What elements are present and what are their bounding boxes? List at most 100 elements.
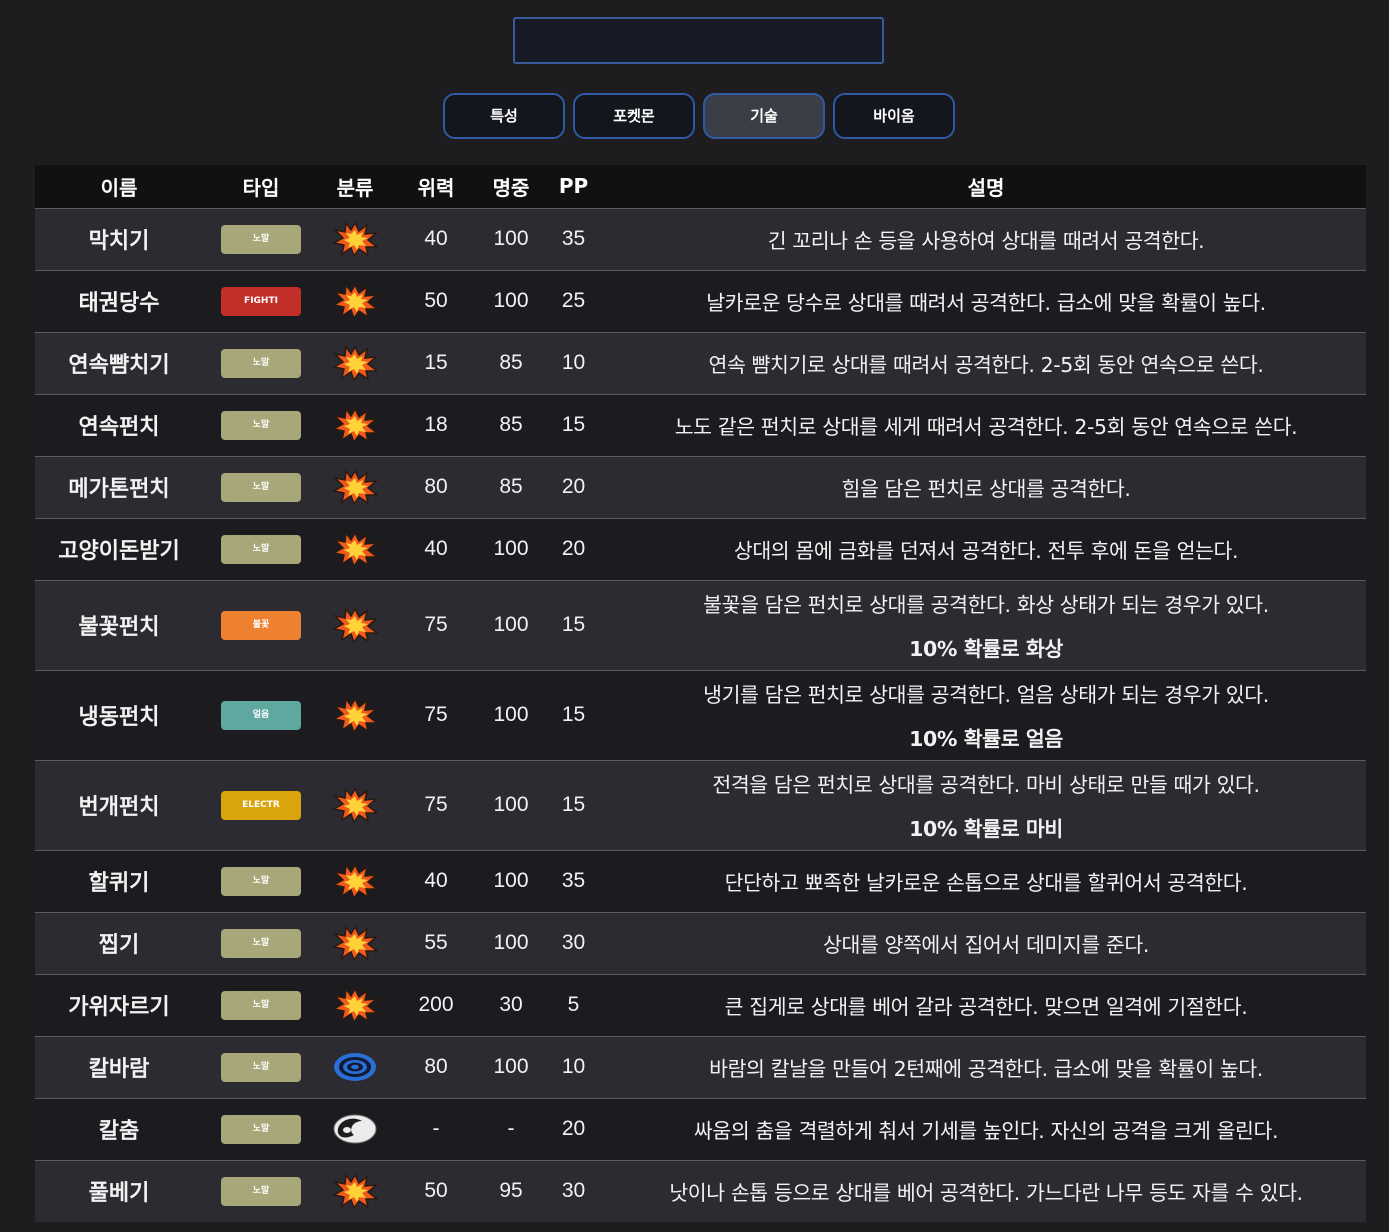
col-header-power[interactable]: 위력 xyxy=(417,175,455,200)
tab-moves[interactable]: 기술 xyxy=(703,93,825,139)
table-row[interactable]: 칼바람 노말 80 100 10 바람의 칼날을 만들어 2턴째에 공격한다. 급소에 맞… xyxy=(35,1036,1366,1098)
move-name: 가위자르기 xyxy=(68,995,170,1020)
physical-move-icon xyxy=(332,531,378,567)
move-pp: 15 xyxy=(561,793,586,816)
move-effect: 10% 확률로 화상 xyxy=(909,637,1063,661)
move-accuracy: 85 xyxy=(499,413,523,436)
type-cell: 노말 xyxy=(203,1098,319,1160)
table-header-row: 이름 타입 분류 위력 명중 PP 설명 xyxy=(35,165,1366,208)
move-accuracy: 95 xyxy=(499,1179,523,1203)
type-cell: FIGHTI xyxy=(203,270,319,332)
type-cell: 노말 xyxy=(203,1160,319,1222)
move-description: 전격을 담은 펀치로 상대를 공격한다. 마비 상태로 만들 때가 있다. xyxy=(712,773,1260,797)
type-badge: 노말 xyxy=(221,866,301,896)
move-pp: 20 xyxy=(561,1117,586,1140)
move-description: 긴 꼬리나 손 등을 사용하여 상대를 때려서 공격한다. xyxy=(767,229,1205,253)
col-header-name[interactable]: 이름 xyxy=(100,175,138,200)
table-row[interactable]: 냉동펀치 얼음 75 100 15 냉기를 담은 펀치로 상대를 공격한다. 얼음 상태가… xyxy=(35,670,1366,760)
move-pp: 20 xyxy=(561,537,586,560)
physical-move-icon xyxy=(332,283,378,319)
move-accuracy: 100 xyxy=(493,1055,529,1078)
category-cell xyxy=(319,580,391,670)
moves-table-body: 막치기 노말 40 100 35 긴 꼬리나 손 등을 사용하여 상대를 때려서 공격한다… xyxy=(35,208,1366,1222)
move-description: 날카로운 당수로 상대를 때려서 공격한다. 급소에 맞을 확률이 높다. xyxy=(706,291,1266,315)
move-accuracy: 100 xyxy=(493,289,529,312)
table-row[interactable]: 가위자르기 노말 200 30 5 큰 집게로 상대를 베어 갈라 공격한다. 맞으면 일… xyxy=(35,974,1366,1036)
table-row[interactable]: 찝기 노말 55 100 30 상대를 양쪽에서 집어서 데미지를 준다. xyxy=(35,912,1366,974)
col-header-type[interactable]: 타입 xyxy=(242,175,280,200)
search-input[interactable] xyxy=(513,17,884,64)
move-power: - xyxy=(432,1117,440,1140)
category-cell xyxy=(319,850,391,912)
move-accuracy: 85 xyxy=(499,475,523,498)
tab-abilities[interactable]: 특성 xyxy=(443,93,565,139)
type-badge: 노말 xyxy=(221,990,301,1020)
move-power: 50 xyxy=(424,289,448,312)
category-cell xyxy=(319,518,391,580)
table-row[interactable]: 연속뺨치기 노말 15 85 10 연속 뺨치기로 상대를 때려서 공격한다. 2-5회 … xyxy=(35,332,1366,394)
move-accuracy: 100 xyxy=(493,869,529,892)
table-row[interactable]: 칼춤 노말 - - 20 싸움의 춤을 격렬하게 춰서 기세를 높인다. 자신의 공격을 … xyxy=(35,1098,1366,1160)
move-pp: 35 xyxy=(561,227,586,250)
move-pp: 5 xyxy=(567,993,580,1016)
table-row[interactable]: 번개펀치 ELECTR 75 100 15 전격을 담은 펀치로 상대를 공격한다. 마비… xyxy=(35,760,1366,850)
table-row[interactable]: 고양이돈받기 노말 40 100 20 상대의 몸에 금화를 던져서 공격한다. 전투 후… xyxy=(35,518,1366,580)
col-header-pp[interactable]: PP xyxy=(558,174,589,199)
category-cell xyxy=(319,208,391,270)
tab-biomes[interactable]: 바이옴 xyxy=(833,93,955,139)
move-description: 바람의 칼날을 만들어 2턴째에 공격한다. 급소에 맞을 확률이 높다. xyxy=(709,1057,1263,1081)
move-accuracy: 100 xyxy=(493,227,529,250)
move-power: 75 xyxy=(424,793,448,816)
move-pp: 30 xyxy=(561,931,586,954)
type-badge: 노말 xyxy=(221,1114,301,1144)
move-description-cell: 낫이나 손톱 등으로 상대를 베어 공격한다. 가느다란 나무 등도 자를 수 … xyxy=(606,1160,1366,1222)
type-badge: 노말 xyxy=(221,348,301,378)
move-description: 불꽃을 담은 펀치로 상대를 공격한다. 화상 상태가 되는 경우가 있다. xyxy=(703,593,1269,617)
physical-move-icon xyxy=(332,697,378,733)
move-name: 고양이돈받기 xyxy=(58,539,180,564)
table-row[interactable]: 막치기 노말 40 100 35 긴 꼬리나 손 등을 사용하여 상대를 때려서 공격한다… xyxy=(35,208,1366,270)
type-cell: 노말 xyxy=(203,912,319,974)
move-name: 불꽃펀치 xyxy=(78,615,160,640)
category-cell xyxy=(319,1160,391,1222)
type-badge: 노말 xyxy=(221,928,301,958)
move-description-cell: 노도 같은 펀치로 상대를 세게 때려서 공격한다. 2-5회 동안 연속으로 … xyxy=(606,394,1366,456)
move-pp: 30 xyxy=(561,1179,586,1203)
col-header-accuracy[interactable]: 명중 xyxy=(492,175,530,200)
move-description: 낫이나 손톱 등으로 상대를 베어 공격한다. 가느다란 나무 등도 자를 수 … xyxy=(669,1181,1303,1206)
col-header-category[interactable]: 분류 xyxy=(336,175,374,200)
move-description-cell: 단단하고 뾰족한 날카로운 손톱으로 상대를 할퀴어서 공격한다. xyxy=(606,850,1366,912)
move-pp: 15 xyxy=(561,613,586,636)
type-cell: 노말 xyxy=(203,974,319,1036)
type-cell: ELECTR xyxy=(203,760,319,850)
col-header-description[interactable]: 설명 xyxy=(967,175,1005,200)
table-row[interactable]: 불꽃펀치 불꽃 75 100 15 불꽃을 담은 펀치로 상대를 공격한다. 화상 상태가… xyxy=(35,580,1366,670)
tab-pokemon[interactable]: 포켓몬 xyxy=(573,93,695,139)
move-power: 200 xyxy=(418,993,454,1016)
type-cell: 불꽃 xyxy=(203,580,319,670)
type-badge: 노말 xyxy=(221,1052,301,1082)
move-description-cell: 날카로운 당수로 상대를 때려서 공격한다. 급소에 맞을 확률이 높다. xyxy=(606,270,1366,332)
move-power: 40 xyxy=(424,537,448,560)
move-accuracy: 100 xyxy=(493,613,529,636)
move-description-cell: 힘을 담은 펀치로 상대를 공격한다. xyxy=(606,456,1366,518)
move-power: 55 xyxy=(424,931,448,954)
table-row[interactable]: 연속펀치 노말 18 85 15 노도 같은 펀치로 상대를 세게 때려서 공격한다. 2… xyxy=(35,394,1366,456)
table-row[interactable]: 풀베기 노말 50 95 30 낫이나 손톱 등으로 상대를 베어 공격한다. 가느다란 … xyxy=(35,1160,1366,1222)
move-pp: 15 xyxy=(561,413,586,436)
type-cell: 노말 xyxy=(203,332,319,394)
move-description-cell: 싸움의 춤을 격렬하게 춰서 기세를 높인다. 자신의 공격을 크게 올린다. xyxy=(606,1098,1366,1160)
physical-move-icon xyxy=(332,987,378,1023)
table-row[interactable]: 태권당수 FIGHTI 50 100 25 날카로운 당수로 상대를 때려서 공격한다. … xyxy=(35,270,1366,332)
move-power: 40 xyxy=(424,227,448,250)
move-description: 노도 같은 펀치로 상대를 세게 때려서 공격한다. 2-5회 동안 연속으로 … xyxy=(674,415,1298,439)
move-power: 80 xyxy=(424,1055,448,1078)
move-description-cell: 긴 꼬리나 손 등을 사용하여 상대를 때려서 공격한다. xyxy=(606,208,1366,270)
category-cell xyxy=(319,1098,391,1160)
table-row[interactable]: 메가톤펀치 노말 80 85 20 힘을 담은 펀치로 상대를 공격한다. xyxy=(35,456,1366,518)
move-accuracy: 100 xyxy=(493,703,529,726)
move-pp: 25 xyxy=(561,289,586,312)
category-cell xyxy=(319,974,391,1036)
table-row[interactable]: 할퀴기 노말 40 100 35 단단하고 뾰족한 날카로운 손톱으로 상대를 할퀴어서 … xyxy=(35,850,1366,912)
move-power: 40 xyxy=(424,869,448,892)
